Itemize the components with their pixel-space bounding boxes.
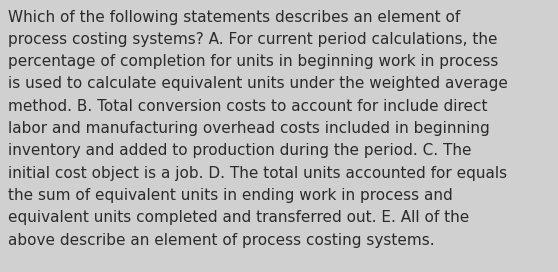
Text: percentage of completion for units in beginning work in process: percentage of completion for units in be… bbox=[8, 54, 499, 69]
Text: is used to calculate equivalent units under the weighted average: is used to calculate equivalent units un… bbox=[8, 76, 508, 91]
Text: labor and manufacturing overhead costs included in beginning: labor and manufacturing overhead costs i… bbox=[8, 121, 490, 136]
Text: inventory and added to production during the period. C. The: inventory and added to production during… bbox=[8, 143, 472, 158]
Text: Which of the following statements describes an element of: Which of the following statements descri… bbox=[8, 10, 460, 24]
Text: initial cost object is a job. D. The total units accounted for equals: initial cost object is a job. D. The tot… bbox=[8, 166, 507, 181]
Text: the sum of equivalent units in ending work in process and: the sum of equivalent units in ending wo… bbox=[8, 188, 453, 203]
Text: process costing systems? A. For current period calculations, the: process costing systems? A. For current … bbox=[8, 32, 498, 47]
Text: above describe an element of process costing systems.: above describe an element of process cos… bbox=[8, 233, 435, 248]
Text: equivalent units completed and transferred out. E. All of the: equivalent units completed and transferr… bbox=[8, 210, 470, 225]
Text: method. B. Total conversion costs to account for include direct: method. B. Total conversion costs to acc… bbox=[8, 99, 488, 114]
